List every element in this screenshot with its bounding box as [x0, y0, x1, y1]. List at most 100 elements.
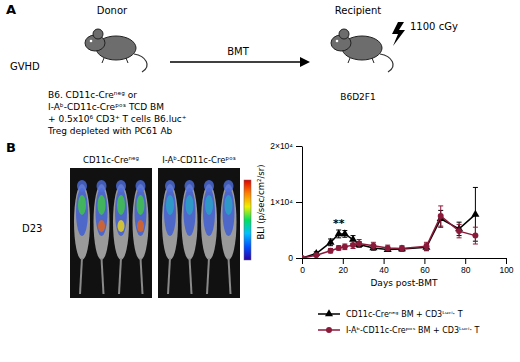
signal-head [116, 180, 126, 192]
recipient-strain: B6D2F1 [340, 92, 375, 102]
tick-mark [296, 202, 302, 203]
data-point [456, 228, 462, 234]
image-title: CD11c-Creⁿᵉᵍ [83, 155, 139, 165]
data-point [355, 240, 363, 247]
signal-low [223, 188, 235, 236]
y-axis: 01×10⁴2×10⁴ [270, 141, 302, 263]
legend-entry: I-Aᵇ-CD11c-Creᵖᵒˢ BM + CD3ᴸᵘᶜⁱ· T [346, 326, 479, 335]
mouse-body [113, 184, 129, 260]
mouse-ear [93, 29, 103, 39]
tick-label: 80 [461, 265, 471, 275]
series-line [302, 214, 475, 258]
y-tick: 0 [288, 253, 302, 263]
irradiation-label: 1100 cGy [410, 21, 458, 32]
error-bar [336, 246, 341, 250]
tick-label: 60 [420, 265, 430, 275]
data-point [342, 244, 348, 250]
mouse-leg [126, 58, 128, 63]
error-bar [351, 242, 356, 249]
chart: 01×10⁴2×10⁴020406080100BLI (p/sec/cm²/sr… [256, 141, 514, 335]
signal-head [165, 180, 175, 192]
tick-mark [343, 258, 344, 264]
data-point [327, 238, 335, 245]
data-point [438, 213, 444, 219]
x-tick: 80 [461, 258, 471, 275]
transfer-label: BMT [227, 46, 249, 57]
mouse-body [94, 184, 110, 260]
legend-marker [325, 309, 333, 316]
data-point [350, 242, 356, 248]
mouse-ear [339, 29, 349, 39]
y-tick: 2×10⁴ [270, 141, 302, 151]
data-point [336, 245, 342, 251]
irradiation-icon [392, 22, 405, 46]
donor-line: + 0.5x10⁶ CD3⁺ T cells B6.luc⁺ [48, 114, 187, 124]
series [302, 187, 479, 258]
legend: CD11c-Creⁿᵉᵍ BM + CD3ᴸᵘᶜⁱ· TI-Aᵇ-CD11c-C… [318, 309, 479, 335]
signal-mid [117, 195, 125, 215]
donor-line: I-Aᵇ-CD11c-Creᵖᵒˢ TCD BM [48, 102, 164, 112]
mouse-icon [85, 29, 147, 72]
x-tick: 0 [300, 258, 305, 275]
figure: AGVHDDonorRecipientBMT1100 cGyB6. CD11c-… [0, 0, 520, 362]
signal-high [98, 220, 105, 232]
plot-marks [302, 187, 479, 258]
signal-head [224, 180, 234, 192]
signal-low [96, 188, 108, 236]
mouse-icon [331, 29, 393, 72]
mouse-tail [229, 258, 231, 294]
mouse-tail [134, 54, 147, 72]
panel-label: A [6, 2, 16, 17]
data-point [313, 252, 319, 258]
data-point [385, 245, 391, 251]
data-point [471, 210, 479, 217]
tick-mark [424, 258, 425, 264]
signal-low [164, 188, 176, 236]
signal-low [76, 188, 88, 236]
signal-mid [205, 195, 213, 215]
arrow-shaft [170, 61, 300, 63]
tick-mark [296, 146, 302, 147]
signal-low [115, 188, 127, 236]
tick-mark [302, 258, 303, 264]
mouse-eye [90, 40, 93, 43]
annotation: ** [333, 217, 345, 230]
tick-label: 0 [288, 253, 293, 263]
mouse-tail [102, 258, 104, 294]
x-tick: 20 [339, 258, 349, 275]
axis-line [303, 258, 507, 259]
mouse-tail [168, 258, 170, 294]
error-bar [457, 224, 462, 237]
recipient-label: Recipient [335, 5, 382, 16]
signal-mid [186, 195, 194, 215]
error-bar [385, 245, 390, 251]
tick-label: 0 [300, 265, 305, 275]
data-point [302, 255, 305, 258]
signal-mid [98, 195, 106, 215]
data-point [399, 245, 405, 251]
tick-mark [465, 258, 466, 264]
tick-label: 2×10⁴ [270, 141, 293, 151]
error-bar [438, 206, 443, 226]
signal-mid [166, 195, 174, 215]
tick-label: 40 [379, 265, 389, 275]
mouse-eye [336, 40, 339, 43]
mouse-tail [380, 54, 393, 72]
signal-head [77, 180, 87, 192]
signal-low [184, 188, 196, 236]
timepoint-label: D23 [22, 223, 42, 234]
mouse-leg [348, 58, 350, 63]
mouse-leg [102, 58, 104, 63]
signal-head [185, 180, 195, 192]
error-bar [342, 244, 347, 250]
mouse-body [74, 184, 90, 260]
series [302, 206, 478, 258]
data-point [370, 243, 376, 249]
error-bar [371, 242, 376, 249]
signal-low [203, 188, 215, 236]
data-point [328, 248, 334, 254]
data-point [472, 233, 478, 239]
donor-line: B6. CD11c-Creⁿᵉᵍ or [48, 90, 137, 100]
bli-image [70, 168, 152, 298]
signal-head [97, 180, 107, 192]
